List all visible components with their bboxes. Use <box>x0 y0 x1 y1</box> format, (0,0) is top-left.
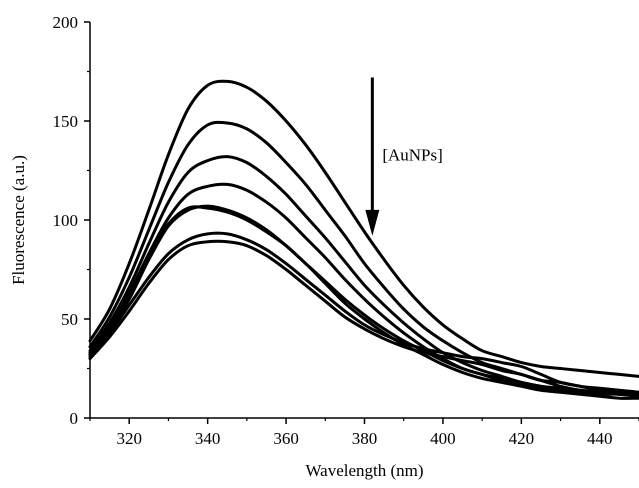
tick-marks: 0 50 100 150 200 320 340 360 380 400 420 440 <box>53 13 639 448</box>
y-tick-label: 100 <box>53 211 79 230</box>
x-tick-label: 320 <box>116 429 142 448</box>
series-lines <box>88 79 639 400</box>
series-line-7 <box>88 231 639 394</box>
annotation-arrow-head <box>365 209 380 236</box>
annotation-label: [AuNPs] <box>382 146 442 165</box>
series-line-5 <box>88 205 639 398</box>
series-line-4 <box>88 182 639 398</box>
x-tick-label: 340 <box>195 429 221 448</box>
x-tick-label: 380 <box>352 429 378 448</box>
series-line-1 <box>88 79 639 378</box>
x-tick-label: 420 <box>509 429 535 448</box>
y-axis-title: Fluorescence (a.u.) <box>9 155 28 285</box>
y-tick-label: 0 <box>70 409 79 428</box>
y-tick-label: 200 <box>53 13 79 32</box>
series-line-8 <box>88 239 639 396</box>
y-tick-label: 150 <box>53 112 79 131</box>
x-axis-title: Wavelength (nm) <box>305 461 423 480</box>
y-tick-label: 50 <box>61 310 78 329</box>
annotation: [AuNPs] <box>365 77 443 236</box>
x-tick-label: 360 <box>273 429 299 448</box>
series-line-3 <box>88 155 639 396</box>
x-tick-label: 440 <box>587 429 613 448</box>
series-line-6 <box>88 204 639 400</box>
x-tick-label: 400 <box>430 429 456 448</box>
